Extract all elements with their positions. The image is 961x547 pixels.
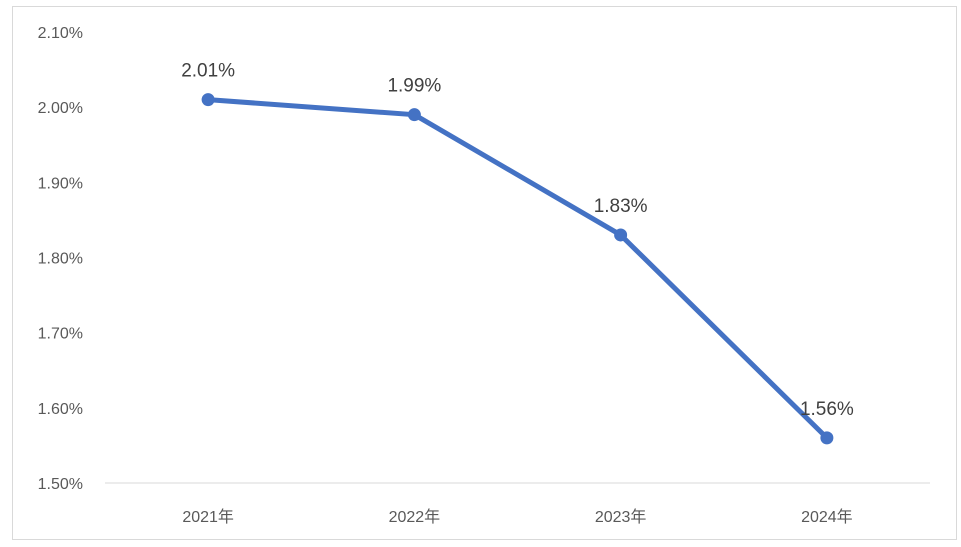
x-tick-label: 2021年 [182,508,234,526]
y-tick-label: 1.90% [38,175,83,192]
data-point [614,228,628,242]
x-tick-label: 2024年 [801,508,853,526]
x-axis-ticks: 2021年 2022年 2023年 2024年 [182,508,852,526]
y-tick-label: 1.70% [38,326,83,343]
data-point [820,431,834,445]
y-tick-label: 2.10% [38,25,83,42]
data-label: 1.56% [800,399,854,420]
data-labels: 2.01% 1.99% 1.83% 1.56% [181,61,854,420]
data-label: 1.99% [387,76,441,97]
x-tick-label: 2023年 [595,508,647,526]
y-axis-ticks: 1.50% 1.60% 1.70% 1.80% 1.90% 2.00% 2.10% [38,25,83,493]
chart-frame [12,6,957,540]
y-tick-label: 1.80% [38,251,83,268]
y-tick-label: 2.00% [38,100,83,117]
series-group [201,93,834,445]
y-tick-label: 1.50% [38,476,83,493]
data-label: 2.01% [181,61,235,82]
x-tick-label: 2022年 [389,508,441,526]
data-point [201,93,215,107]
data-label: 1.83% [594,196,648,217]
y-tick-label: 1.60% [38,401,83,418]
data-point [407,108,421,122]
series-line [205,97,830,441]
